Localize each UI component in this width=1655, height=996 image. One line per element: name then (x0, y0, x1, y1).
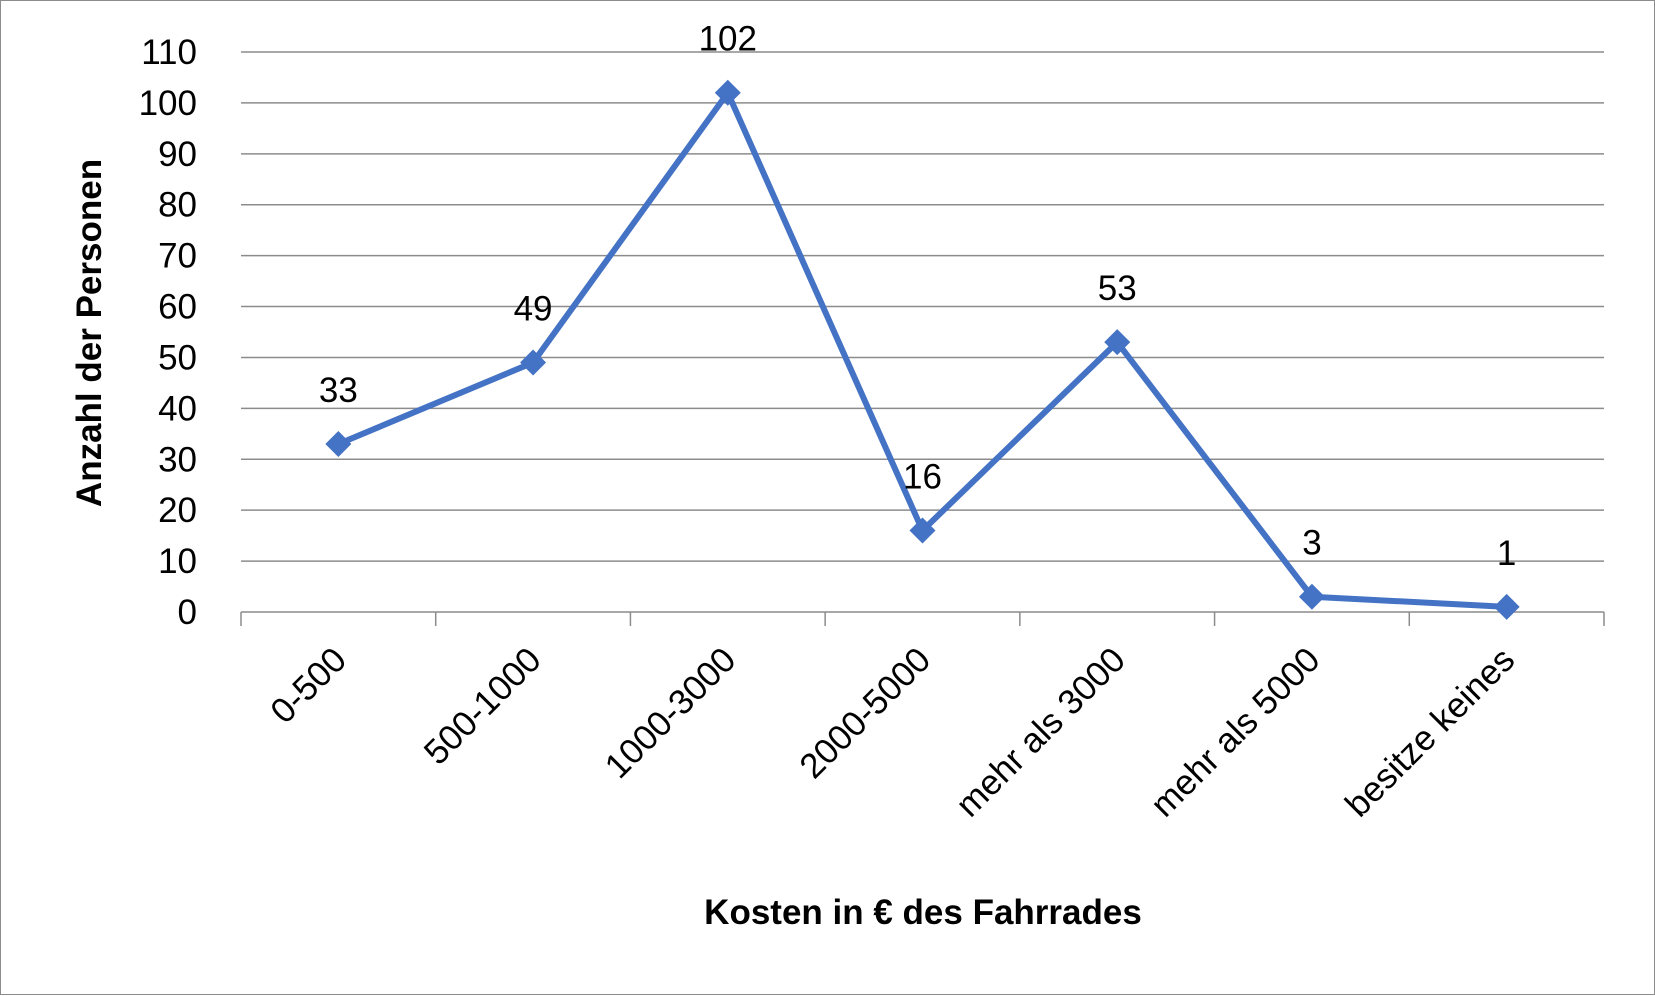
data-label: 33 (319, 371, 358, 410)
data-label: 16 (903, 458, 942, 497)
y-tick-label: 90 (158, 135, 197, 174)
data-point-marker (909, 517, 936, 544)
y-tick-label: 40 (158, 389, 197, 428)
y-tick-labels: 0 10 20 30 40 50 60 70 80 90 100 110 (139, 33, 197, 632)
data-point-marker (520, 349, 547, 376)
y-tick-label: 60 (158, 288, 197, 327)
data-point-marker (714, 79, 741, 106)
y-tick-label: 70 (158, 237, 197, 276)
data-label: 53 (1098, 269, 1137, 308)
y-tick-label: 10 (158, 542, 197, 581)
series-markers (325, 79, 1520, 620)
gridlines (241, 51, 1604, 562)
x-tick-label: mehr als 5000 (1143, 640, 1327, 824)
data-label: 102 (699, 20, 757, 59)
x-tick-labels: 0-500 500-1000 1000-3000 2000-5000 mehr als … (263, 640, 1522, 824)
y-axis-title: Anzahl der Personen (70, 159, 109, 507)
y-tick-label: 0 (178, 593, 197, 632)
x-axis-title: Kosten in € des Fahrrades (704, 893, 1142, 932)
y-tick-label: 50 (158, 338, 197, 377)
axes (240, 611, 1605, 626)
data-labels: 33 49 102 16 53 3 1 (319, 20, 1516, 573)
x-tick-label: 0-500 (263, 640, 354, 731)
data-point-marker (1493, 593, 1520, 620)
y-tick-label: 100 (139, 84, 197, 123)
y-tick-label: 80 (158, 186, 197, 225)
y-tick-label: 110 (141, 33, 197, 72)
x-tick-label: 1000-3000 (598, 640, 744, 786)
x-tick-label: 500-1000 (417, 640, 549, 772)
data-label: 3 (1302, 524, 1321, 563)
data-point-marker (1104, 329, 1131, 356)
x-tick-label: besitze keines (1338, 640, 1522, 824)
data-point-marker (325, 431, 352, 457)
data-point-marker (1298, 583, 1325, 610)
data-label: 49 (514, 290, 553, 329)
x-tick-label: mehr als 3000 (948, 640, 1132, 824)
data-label: 1 (1497, 534, 1516, 573)
x-tick-label: 2000-5000 (792, 640, 938, 786)
y-tick-label: 30 (158, 440, 197, 479)
y-tick-label: 20 (158, 491, 197, 530)
